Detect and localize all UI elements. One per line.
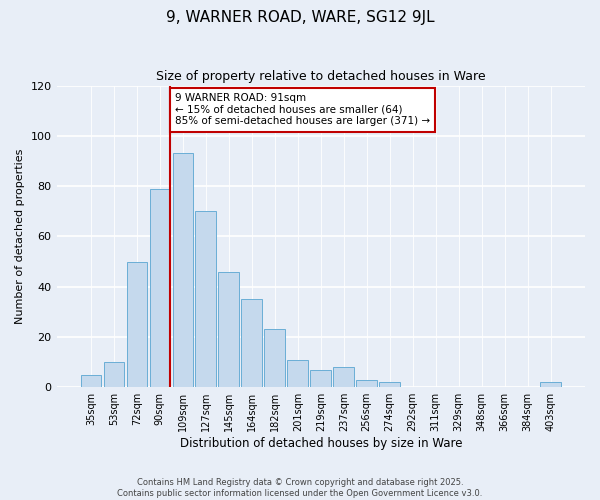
Bar (149, 188, 170, 387)
Text: 9, WARNER ROAD, WARE, SG12 9JL: 9, WARNER ROAD, WARE, SG12 9JL (166, 10, 434, 25)
Bar (196, 211, 216, 387)
Bar (334, 367, 354, 387)
Bar (104, 362, 124, 387)
Bar (127, 262, 147, 387)
Bar (287, 360, 308, 387)
Bar (80, 374, 101, 387)
Bar (310, 370, 331, 387)
Title: Size of property relative to detached houses in Ware: Size of property relative to detached ho… (156, 70, 485, 83)
Y-axis label: Number of detached properties: Number of detached properties (15, 148, 25, 324)
Bar (265, 330, 285, 387)
Bar (218, 272, 239, 387)
Bar (379, 382, 400, 387)
Bar (540, 382, 561, 387)
Text: Contains HM Land Registry data © Crown copyright and database right 2025.
Contai: Contains HM Land Registry data © Crown c… (118, 478, 482, 498)
Text: 9 WARNER ROAD: 91sqm
← 15% of detached houses are smaller (64)
85% of semi-detac: 9 WARNER ROAD: 91sqm ← 15% of detached h… (175, 93, 430, 126)
Bar (241, 299, 262, 387)
Bar (173, 154, 193, 387)
X-axis label: Distribution of detached houses by size in Ware: Distribution of detached houses by size … (179, 437, 462, 450)
Bar (356, 380, 377, 387)
